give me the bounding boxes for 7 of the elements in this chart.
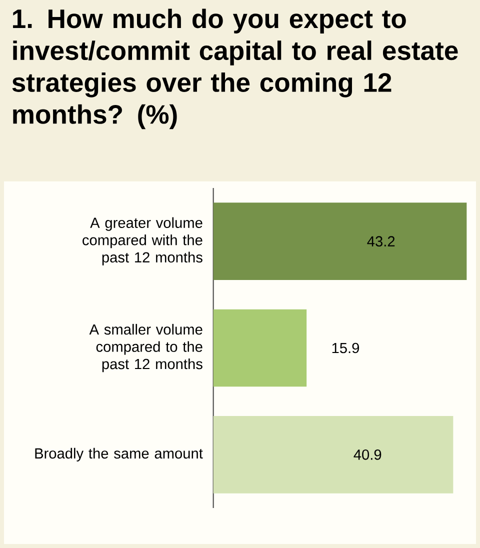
chart-title: 1. How much do you expect to invest/commit capital to real estate strategies over the coming 12 months? (%) (12, 8, 458, 130)
y-tick-label: A smaller volume compared to the past 12 months (89, 324, 202, 372)
y-tick-label: Broadly the same amount (35, 448, 203, 462)
data-label: 15.9 (332, 342, 360, 354)
data-label: 43.2 (367, 236, 395, 247)
data-label: 40.9 (354, 450, 382, 460)
y-tick-label: A greater volume compared with the past 12 months (82, 217, 202, 266)
